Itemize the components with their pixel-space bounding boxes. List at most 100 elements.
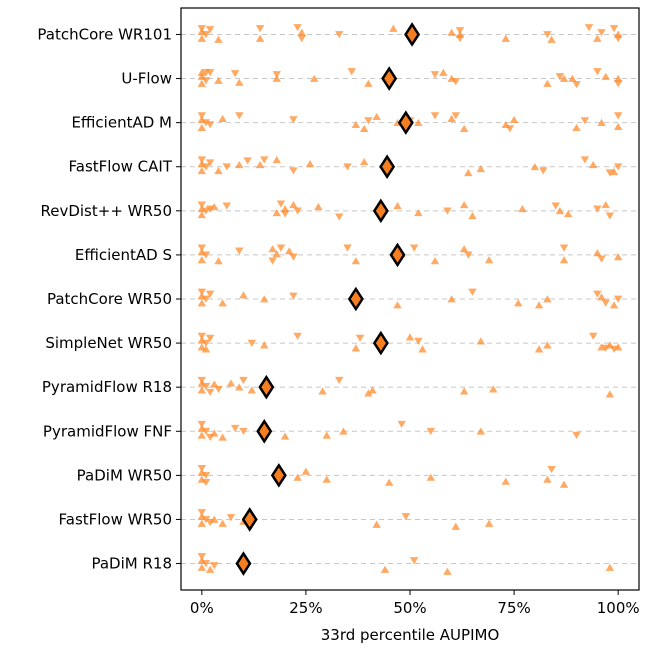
point-triangle-down bbox=[613, 295, 623, 303]
point-triangle-down bbox=[580, 156, 590, 164]
point-triangle-down bbox=[205, 290, 215, 298]
point-triangle-up bbox=[297, 28, 306, 36]
point-triangle-up bbox=[247, 386, 256, 394]
point-triangle-up bbox=[380, 565, 390, 573]
point-triangle-down bbox=[597, 255, 606, 263]
point-triangle-down bbox=[247, 339, 256, 347]
point-triangle-down bbox=[226, 514, 236, 522]
point-triangle-up bbox=[484, 256, 494, 264]
point-triangle-down bbox=[505, 125, 515, 133]
point-triangle-down bbox=[539, 167, 548, 175]
point-triangle-up bbox=[201, 345, 211, 353]
point-triangle-up bbox=[280, 205, 290, 213]
point-triangle-down bbox=[201, 119, 211, 127]
y-tick-label: PatchCore WR101 bbox=[37, 25, 172, 43]
point-triangle-up bbox=[351, 257, 361, 265]
point-triangle-up bbox=[293, 473, 302, 481]
point-triangle-up bbox=[268, 245, 277, 253]
point-triangle-up bbox=[372, 112, 381, 120]
point-triangle-down bbox=[347, 68, 356, 76]
point-triangle-up bbox=[218, 433, 227, 441]
point-triangle-down bbox=[364, 117, 373, 125]
y-tick-label: FastFlow CAIT bbox=[69, 158, 173, 176]
point-triangle-down bbox=[197, 244, 207, 252]
point-triangle-up bbox=[597, 118, 606, 126]
x-tick-label: 0% bbox=[190, 599, 214, 617]
median-marker bbox=[256, 418, 273, 444]
point-triangle-up bbox=[501, 477, 510, 485]
point-triangle-down bbox=[272, 71, 281, 79]
point-triangle-up bbox=[489, 385, 498, 393]
point-triangle-up bbox=[235, 78, 244, 86]
point-triangle-up bbox=[451, 522, 460, 530]
point-triangle-down bbox=[230, 70, 240, 78]
y-tick-labels: PatchCore WR101 U-Flow EfficientAD M FastFl… bbox=[37, 25, 181, 573]
point-triangle-up bbox=[447, 28, 456, 36]
point-triangle-up bbox=[543, 79, 552, 87]
point-triangle-down bbox=[397, 420, 406, 429]
point-triangle-up bbox=[501, 34, 510, 42]
point-triangle-up bbox=[459, 124, 469, 132]
point-triangle-down bbox=[547, 466, 556, 474]
point-triangle-down bbox=[601, 299, 610, 307]
point-triangle-up bbox=[197, 386, 207, 394]
point-triangle-up bbox=[197, 563, 207, 571]
y-tick-label: SimpleNet WR50 bbox=[45, 334, 172, 352]
point-triangle-up bbox=[218, 299, 227, 307]
point-triangle-down bbox=[235, 247, 244, 255]
point-triangle-up bbox=[414, 209, 423, 217]
point-triangle-down bbox=[580, 117, 590, 125]
point-triangle-up bbox=[484, 519, 494, 527]
point-triangle-down bbox=[197, 420, 207, 429]
point-triangle-down bbox=[255, 25, 265, 33]
y-tick-label: FastFlow WR50 bbox=[59, 510, 173, 528]
point-triangle-up bbox=[197, 431, 207, 439]
point-triangle-down bbox=[201, 207, 211, 215]
point-triangle-down bbox=[335, 213, 344, 221]
point-triangle-down bbox=[468, 288, 477, 296]
point-triangle-up bbox=[601, 201, 610, 209]
point-triangle-down bbox=[584, 24, 594, 32]
point-triangle-up bbox=[360, 157, 369, 166]
point-triangle-up bbox=[605, 390, 615, 398]
point-triangle-down bbox=[222, 202, 231, 210]
point-triangle-down bbox=[205, 121, 215, 129]
y-tick-label: PyramidFlow R18 bbox=[42, 378, 172, 396]
point-triangle-up bbox=[459, 387, 469, 395]
point-triangle-up bbox=[272, 209, 281, 217]
point-triangle-up bbox=[597, 343, 606, 351]
point-triangle-up bbox=[351, 344, 361, 352]
point-triangle-up bbox=[272, 74, 281, 82]
point-triangle-down bbox=[260, 156, 269, 164]
point-triangle-down bbox=[201, 479, 211, 487]
point-triangle-up bbox=[414, 118, 423, 126]
point-triangle-down bbox=[451, 112, 460, 120]
point-triangle-up bbox=[322, 431, 331, 439]
y-tick-label: RevDist++ WR50 bbox=[40, 202, 172, 220]
point-triangle-down bbox=[214, 385, 223, 393]
point-triangle-up bbox=[613, 122, 623, 130]
point-triangle-down bbox=[293, 24, 302, 32]
point-triangle-down bbox=[205, 388, 215, 396]
point-triangle-down bbox=[443, 207, 452, 215]
point-triangle-down bbox=[201, 163, 211, 171]
point-triangle-up bbox=[235, 383, 244, 391]
point-triangle-down bbox=[543, 31, 552, 39]
point-triangle-down bbox=[551, 202, 560, 210]
point-triangle-up bbox=[197, 256, 207, 264]
point-triangle-down bbox=[289, 292, 298, 300]
point-triangle-down bbox=[613, 163, 623, 171]
point-triangle-down bbox=[609, 25, 619, 33]
point-triangle-up bbox=[393, 202, 402, 210]
point-triangle-up bbox=[447, 114, 456, 122]
point-triangle-down bbox=[197, 156, 207, 164]
point-triangle-up bbox=[235, 160, 244, 169]
point-triangle-down bbox=[409, 244, 419, 252]
point-triangle-down bbox=[201, 295, 211, 303]
point-triangle-up bbox=[305, 159, 315, 168]
point-triangle-up bbox=[426, 473, 436, 481]
y-tick-label: EfficientAD S bbox=[75, 246, 172, 264]
median-marker bbox=[397, 110, 414, 135]
point-triangle-down bbox=[343, 163, 352, 171]
point-triangle-up bbox=[405, 333, 415, 341]
